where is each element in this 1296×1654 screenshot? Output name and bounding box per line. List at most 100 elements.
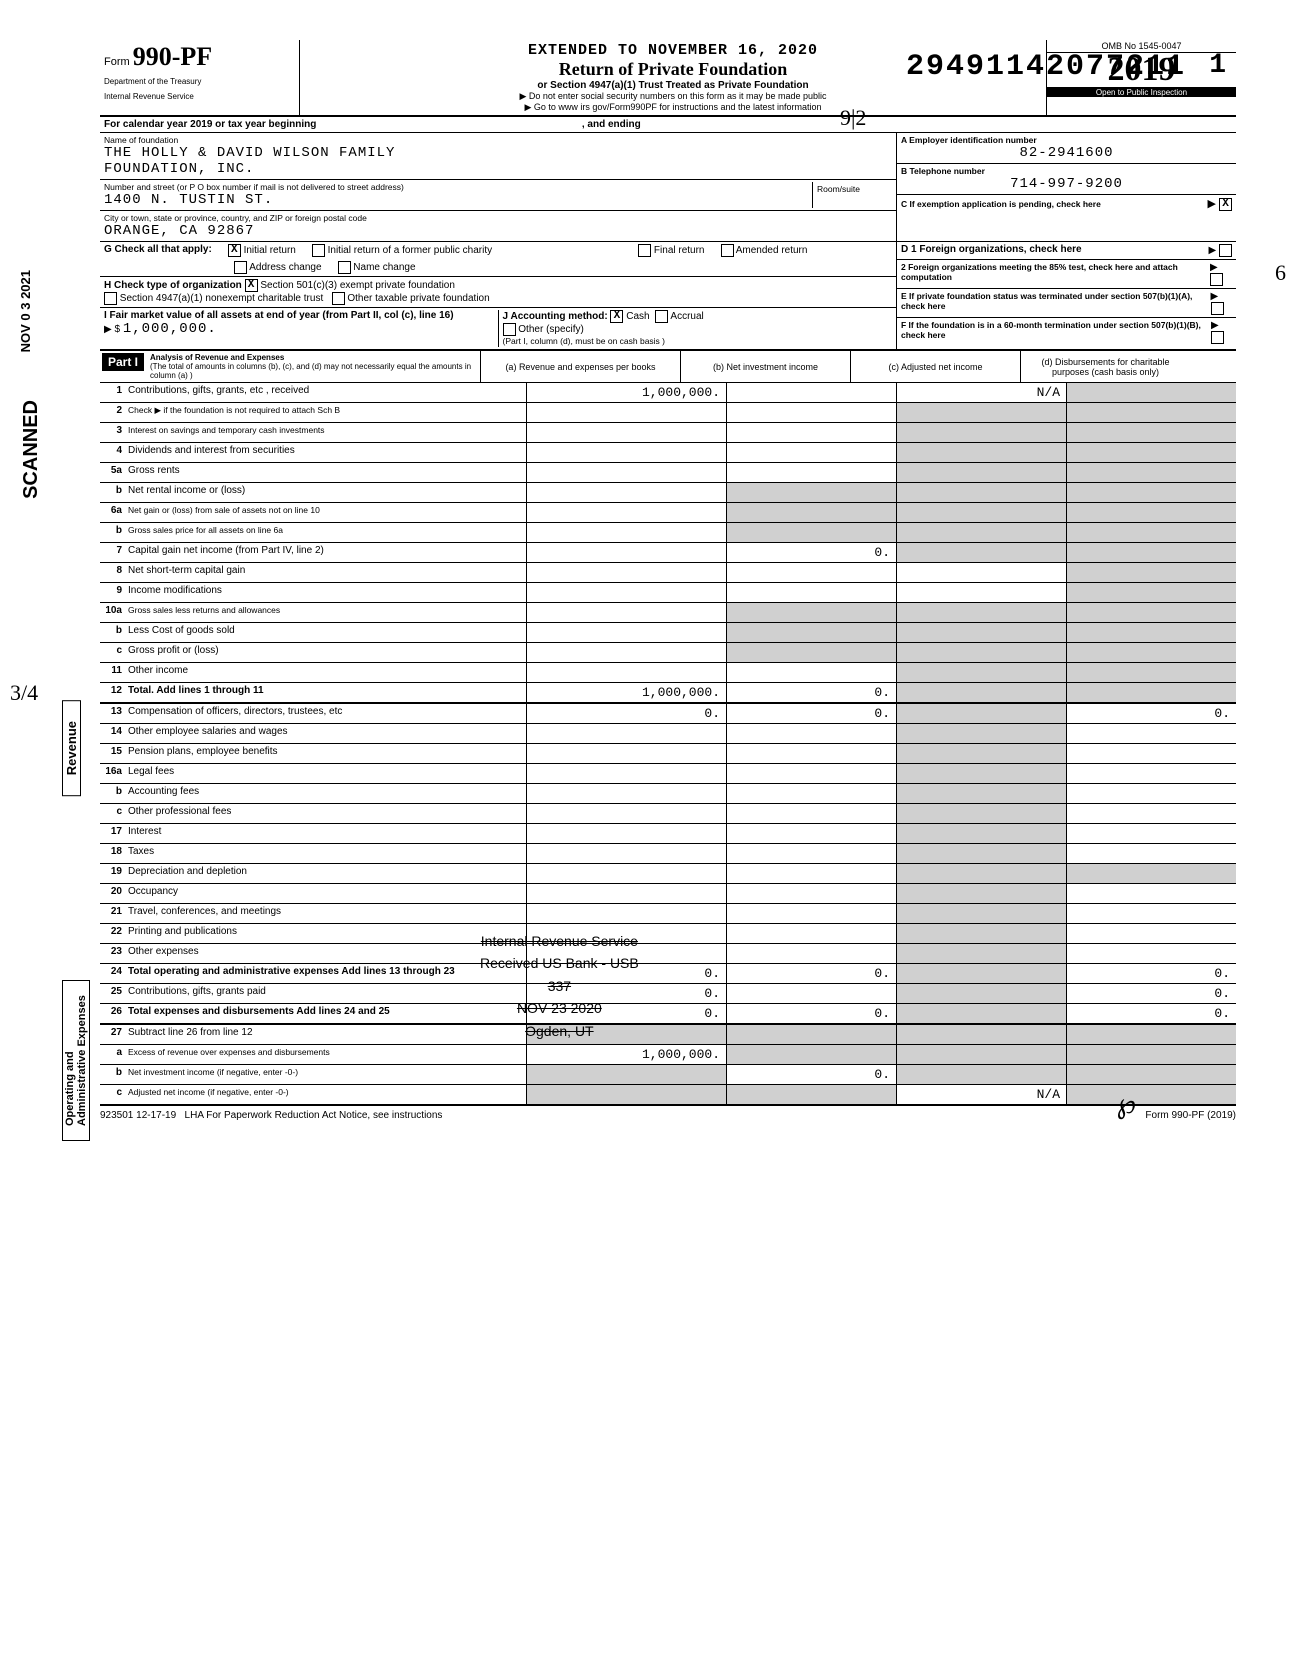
value-cell-d bbox=[1066, 1025, 1236, 1044]
dln-number: 29491142077211 bbox=[906, 50, 1186, 84]
g-amended-return-checkbox[interactable] bbox=[721, 244, 734, 257]
line-label: Compensation of officers, directors, tru… bbox=[126, 704, 526, 723]
d2-label: 2 Foreign organizations meeting the 85% … bbox=[901, 262, 1210, 286]
line-label: Interest bbox=[126, 824, 526, 843]
value-cell-b bbox=[726, 944, 896, 963]
d1-label: D 1 Foreign organizations, check here bbox=[901, 244, 1082, 257]
line-number: b bbox=[100, 623, 126, 642]
value-cell-c bbox=[896, 683, 1066, 702]
value-cell-d bbox=[1066, 603, 1236, 622]
line-number: c bbox=[100, 643, 126, 662]
g-initial-return-checkbox[interactable]: X bbox=[228, 244, 241, 257]
value-cell-b bbox=[726, 563, 896, 582]
j-other-label: Other (specify) bbox=[518, 324, 584, 335]
value-cell-c bbox=[896, 724, 1066, 743]
line-20: 20Occupancy bbox=[100, 884, 1236, 904]
line-7: 7Capital gain net income (from Part IV, … bbox=[100, 543, 1236, 563]
phone-label: B Telephone number bbox=[901, 166, 1232, 176]
f-checkbox[interactable] bbox=[1211, 331, 1224, 344]
value-cell-d bbox=[1066, 423, 1236, 442]
line-8: 8Net short-term capital gain bbox=[100, 563, 1236, 583]
line-b: bLess Cost of goods sold bbox=[100, 623, 1236, 643]
value-cell-b bbox=[726, 764, 896, 783]
value-cell-c bbox=[896, 583, 1066, 602]
value-cell-d bbox=[1066, 844, 1236, 863]
j-accrual-checkbox[interactable] bbox=[655, 310, 668, 323]
value-cell-c bbox=[896, 503, 1066, 522]
value-cell-b bbox=[726, 824, 896, 843]
line-c: cAdjusted net income (if negative, enter… bbox=[100, 1085, 1236, 1106]
g-name-change-checkbox[interactable] bbox=[338, 261, 351, 274]
dept-line-1: Department of the Treasury bbox=[104, 78, 295, 87]
value-cell-b bbox=[726, 984, 896, 1003]
value-cell-c bbox=[896, 904, 1066, 923]
value-cell-b bbox=[726, 383, 896, 402]
dept-line-2: Internal Revenue Service bbox=[104, 93, 295, 102]
line-number: 24 bbox=[100, 964, 126, 983]
col-c-header: (c) Adjusted net income bbox=[850, 351, 1020, 382]
value-cell-d bbox=[1066, 643, 1236, 662]
line-label: Total. Add lines 1 through 11 bbox=[126, 683, 526, 702]
value-cell-d: 0. bbox=[1066, 1004, 1236, 1023]
line-number: 5a bbox=[100, 463, 126, 482]
h-501c3-checkbox[interactable]: X bbox=[245, 279, 258, 292]
line-c: cGross profit or (loss) bbox=[100, 643, 1236, 663]
value-cell-c bbox=[896, 984, 1066, 1003]
col-b-header: (b) Net investment income bbox=[680, 351, 850, 382]
h-4947-checkbox[interactable] bbox=[104, 292, 117, 305]
value-cell-d bbox=[1066, 884, 1236, 903]
d1-checkbox[interactable] bbox=[1219, 244, 1232, 257]
value-cell-a: 0. bbox=[526, 704, 726, 723]
value-cell-c bbox=[896, 884, 1066, 903]
j-other-checkbox[interactable] bbox=[503, 323, 516, 336]
line-13: 13Compensation of officers, directors, t… bbox=[100, 704, 1236, 724]
h-label: H Check type of organization bbox=[104, 280, 242, 291]
c-checkbox[interactable]: X bbox=[1219, 198, 1232, 211]
value-cell-d bbox=[1066, 1065, 1236, 1084]
line-27: 27Subtract line 26 from line 12 bbox=[100, 1025, 1236, 1045]
e-label: E If private foundation status was termi… bbox=[901, 291, 1211, 315]
value-cell-a: 0. bbox=[526, 1004, 726, 1023]
line-label: Pension plans, employee benefits bbox=[126, 744, 526, 763]
line-label: Net short-term capital gain bbox=[126, 563, 526, 582]
value-cell-d bbox=[1066, 724, 1236, 743]
value-cell-d bbox=[1066, 443, 1236, 462]
line-number: 10a bbox=[100, 603, 126, 622]
value-cell-a bbox=[526, 864, 726, 883]
value-cell-b bbox=[726, 1025, 896, 1044]
value-cell-b: 0. bbox=[726, 683, 896, 702]
line-number: 7 bbox=[100, 543, 126, 562]
value-cell-d bbox=[1066, 1085, 1236, 1104]
j-cash-checkbox[interactable]: X bbox=[610, 310, 623, 323]
h-other-checkbox[interactable] bbox=[332, 292, 345, 305]
line-9: 9Income modifications bbox=[100, 583, 1236, 603]
g-address-change-label: Address change bbox=[249, 262, 321, 273]
value-cell-a bbox=[526, 503, 726, 522]
col-d-header: (d) Disbursements for charitable purpose… bbox=[1020, 351, 1190, 382]
value-cell-c bbox=[896, 964, 1066, 983]
value-cell-c bbox=[896, 463, 1066, 482]
value-cell-d bbox=[1066, 483, 1236, 502]
value-cell-a bbox=[526, 1065, 726, 1084]
value-cell-a bbox=[526, 784, 726, 803]
ein-label: A Employer identification number bbox=[901, 135, 1232, 145]
value-cell-d bbox=[1066, 543, 1236, 562]
line-label: Adjusted net income (if negative, enter … bbox=[126, 1085, 526, 1104]
d2-checkbox[interactable] bbox=[1210, 273, 1223, 286]
value-cell-c bbox=[896, 1045, 1066, 1064]
part1-note: (The total of amounts in columns (b), (c… bbox=[150, 362, 471, 380]
line-label: Net rental income or (loss) bbox=[126, 483, 526, 502]
g-address-change-checkbox[interactable] bbox=[234, 261, 247, 274]
entity-block: Name of foundation THE HOLLY & DAVID WIL… bbox=[100, 133, 1236, 242]
line-label: Less Cost of goods sold bbox=[126, 623, 526, 642]
line-16a: 16aLegal fees bbox=[100, 764, 1236, 784]
line-label: Gross sales less returns and allowances bbox=[126, 603, 526, 622]
g-final-return-checkbox[interactable] bbox=[638, 244, 651, 257]
line-1: 1Contributions, gifts, grants, etc , rec… bbox=[100, 383, 1236, 403]
g-former-charity-checkbox[interactable] bbox=[312, 244, 325, 257]
g-label: G Check all that apply: bbox=[104, 244, 212, 257]
e-checkbox[interactable] bbox=[1211, 302, 1224, 315]
value-cell-b bbox=[726, 483, 896, 502]
line-label: Other employee salaries and wages bbox=[126, 724, 526, 743]
value-cell-c bbox=[896, 784, 1066, 803]
